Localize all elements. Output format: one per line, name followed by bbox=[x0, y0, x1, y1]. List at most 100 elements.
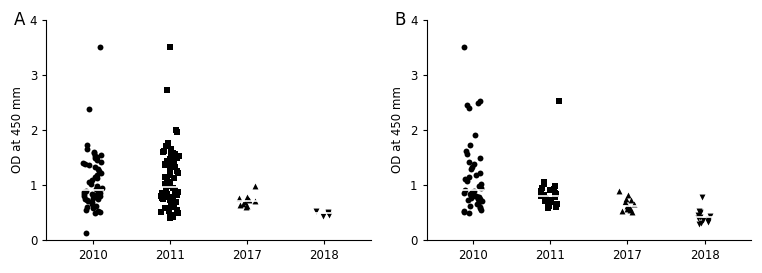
Point bbox=[162, 178, 174, 183]
Point bbox=[550, 205, 562, 209]
Point bbox=[164, 216, 176, 220]
Point bbox=[535, 189, 547, 194]
Point bbox=[458, 191, 470, 195]
Point bbox=[83, 163, 95, 168]
Point bbox=[461, 152, 473, 157]
Point bbox=[170, 192, 182, 197]
Point bbox=[553, 99, 565, 103]
Point bbox=[542, 206, 554, 210]
Point bbox=[91, 204, 103, 208]
Point bbox=[164, 167, 176, 171]
Point bbox=[696, 218, 709, 222]
Point bbox=[623, 205, 635, 209]
Point bbox=[459, 177, 471, 182]
Point bbox=[692, 216, 704, 220]
Point bbox=[78, 191, 90, 196]
Point bbox=[158, 194, 170, 198]
Point bbox=[539, 197, 552, 201]
Text: A: A bbox=[14, 11, 25, 29]
Point bbox=[471, 202, 483, 206]
Point bbox=[465, 167, 477, 171]
Point bbox=[86, 196, 98, 200]
Point bbox=[537, 193, 549, 197]
Point bbox=[94, 191, 106, 195]
Point bbox=[86, 178, 98, 183]
Point bbox=[83, 180, 95, 184]
Point bbox=[156, 196, 168, 200]
Point bbox=[475, 207, 488, 212]
Point bbox=[91, 195, 103, 199]
Point bbox=[249, 184, 261, 189]
Point bbox=[613, 189, 625, 194]
Point bbox=[79, 197, 91, 201]
Point bbox=[161, 158, 173, 163]
Point bbox=[692, 212, 704, 217]
Point bbox=[322, 210, 334, 215]
Point bbox=[159, 206, 171, 210]
Point bbox=[91, 184, 103, 188]
Point bbox=[240, 205, 252, 209]
Point bbox=[160, 144, 172, 149]
Point bbox=[475, 182, 487, 186]
Point bbox=[546, 200, 558, 204]
Point bbox=[165, 147, 177, 151]
Point bbox=[95, 153, 107, 157]
Point bbox=[549, 184, 561, 188]
Point bbox=[157, 150, 169, 154]
Point bbox=[86, 200, 98, 204]
Point bbox=[474, 197, 486, 201]
Point bbox=[543, 204, 555, 208]
Point bbox=[543, 198, 555, 202]
Point bbox=[249, 199, 261, 203]
Point bbox=[168, 159, 180, 164]
Point bbox=[171, 130, 184, 135]
Point bbox=[169, 165, 181, 169]
Point bbox=[160, 195, 172, 199]
Point bbox=[701, 220, 713, 224]
Point bbox=[91, 173, 103, 177]
Point bbox=[474, 205, 486, 209]
Point bbox=[92, 167, 104, 171]
Point bbox=[464, 192, 476, 196]
Point bbox=[88, 211, 101, 216]
Point bbox=[85, 182, 98, 186]
Point bbox=[457, 209, 469, 213]
Point bbox=[470, 194, 482, 198]
Point bbox=[166, 195, 178, 200]
Point bbox=[78, 194, 91, 198]
Point bbox=[156, 191, 168, 195]
Point bbox=[473, 200, 485, 204]
Point bbox=[549, 195, 561, 199]
Point bbox=[80, 231, 92, 235]
Point bbox=[470, 173, 482, 177]
Point bbox=[95, 159, 107, 164]
Point bbox=[171, 156, 183, 161]
Point bbox=[167, 151, 179, 155]
Point bbox=[463, 211, 475, 216]
Point bbox=[171, 169, 184, 173]
Point bbox=[694, 215, 706, 219]
Point bbox=[79, 162, 91, 166]
Point bbox=[703, 213, 716, 218]
Point bbox=[162, 88, 174, 92]
Point bbox=[91, 209, 104, 213]
Point bbox=[473, 195, 485, 199]
Point bbox=[463, 175, 475, 179]
Point bbox=[165, 173, 177, 177]
Point bbox=[473, 206, 485, 210]
Point bbox=[243, 198, 255, 202]
Point bbox=[620, 204, 632, 208]
Point bbox=[164, 198, 176, 202]
Point bbox=[535, 194, 547, 198]
Point bbox=[472, 101, 485, 105]
Point bbox=[623, 192, 635, 197]
Point bbox=[543, 188, 555, 192]
Point bbox=[88, 193, 101, 197]
Point bbox=[165, 153, 178, 157]
Point bbox=[164, 161, 176, 165]
Point bbox=[473, 184, 485, 188]
Point bbox=[469, 162, 481, 166]
Point bbox=[155, 194, 168, 198]
Point bbox=[162, 141, 174, 146]
Point bbox=[169, 189, 181, 194]
